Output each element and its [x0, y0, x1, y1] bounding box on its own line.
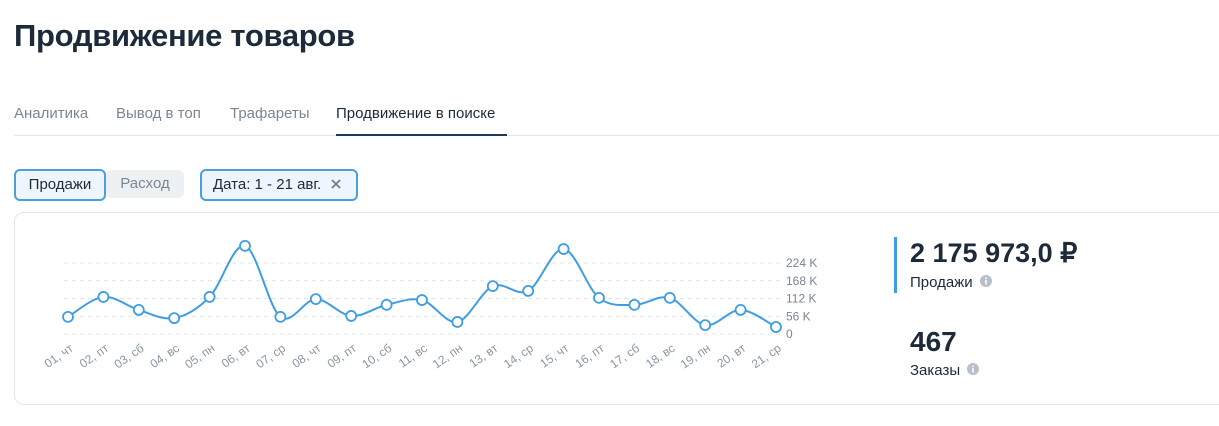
- x-tick-label: 11, вс: [396, 341, 430, 370]
- stat-label-text: Продажи: [910, 274, 973, 291]
- x-tick-label: 03, сб: [112, 341, 147, 371]
- chart-card: [14, 212, 1219, 405]
- y-tick-label: 56 K: [786, 309, 811, 323]
- point: [557, 243, 570, 255]
- y-tick-label: 224 K: [786, 256, 817, 270]
- point: [274, 310, 287, 323]
- x-tick-label: 04, вс: [147, 341, 181, 371]
- info-icon[interactable]: [979, 275, 992, 287]
- point: [380, 298, 393, 311]
- toggle[interactable]: Расход: [106, 170, 184, 198]
- point: [522, 284, 535, 297]
- x-tick-label: 20, вт: [714, 341, 748, 371]
- x-tick-label: 05, пн: [182, 341, 217, 371]
- point: [628, 298, 641, 311]
- y-tick-label: 168 K: [786, 274, 817, 288]
- x-tick-label: 13, вт: [467, 341, 501, 371]
- point: [168, 312, 181, 325]
- point: [203, 291, 216, 303]
- x-tick-label: 09, пт: [325, 341, 360, 371]
- x-tick-label: 17, сб: [607, 341, 642, 371]
- x-tick-label: 18, вс: [643, 341, 677, 371]
- date-filter-label: Дата: 1 - 21 авг.: [213, 176, 322, 193]
- point: [593, 291, 605, 304]
- x-tick-label: 02, пт: [77, 341, 112, 371]
- point: [239, 239, 251, 252]
- x-tick-label: 14, ср: [501, 341, 536, 371]
- tab-active[interactable]: Продвижение в поиске: [336, 105, 496, 122]
- point: [309, 293, 322, 306]
- page-title: Продвижение товаров: [14, 18, 355, 53]
- point: [97, 291, 110, 303]
- point: [699, 319, 712, 332]
- point: [663, 291, 676, 304]
- x-tick-label: 01, чт: [42, 341, 76, 371]
- tab-indicator: [336, 134, 507, 136]
- date-filter[interactable]: Дата: 1 - 21 авг.: [200, 169, 358, 201]
- toggle-active[interactable]: Продажи: [14, 169, 106, 201]
- point: [451, 316, 464, 328]
- x-tick-label: 07, ср: [253, 341, 288, 371]
- stat-label: Заказы: [910, 362, 980, 379]
- stat-label: Продажи: [910, 274, 992, 291]
- x-tick-label: 19, пн: [678, 341, 713, 371]
- stat-value: 467: [910, 326, 957, 357]
- point: [486, 280, 499, 293]
- x-tick-label: 12, пн: [430, 341, 465, 371]
- point: [62, 310, 74, 323]
- point: [416, 294, 428, 306]
- point: [734, 304, 747, 316]
- stat-label-text: Заказы: [910, 362, 961, 379]
- tab[interactable]: Вывод в топ: [116, 105, 201, 122]
- x-tick-label: 21, ср: [749, 341, 784, 371]
- x-tick-label: 15, чт: [537, 341, 571, 371]
- chart: 0 56 K 112 K 168 K 224 K 01, чт 02, пт 03, сб 04…: [42, 239, 817, 371]
- stat-value: 2 175 973,0 ₽: [910, 238, 1078, 268]
- point: [345, 310, 358, 322]
- point: [132, 304, 145, 316]
- tab[interactable]: Трафареты: [230, 105, 310, 122]
- y-tick-label: 0: [786, 327, 793, 341]
- x-tick-label: 10, сб: [359, 341, 394, 371]
- tab[interactable]: Аналитика: [14, 105, 89, 122]
- point: [770, 321, 782, 333]
- x-tick-label: 16, пт: [572, 341, 607, 371]
- stat-accent: [894, 237, 897, 293]
- y-tick-label: 112 K: [786, 292, 816, 306]
- info-icon[interactable]: [967, 363, 980, 375]
- close-icon[interactable]: [331, 179, 341, 189]
- x-tick-label: 06, вт: [219, 341, 253, 371]
- x-tick-label: 08, чт: [289, 341, 323, 371]
- tabs-divider: [14, 135, 1219, 136]
